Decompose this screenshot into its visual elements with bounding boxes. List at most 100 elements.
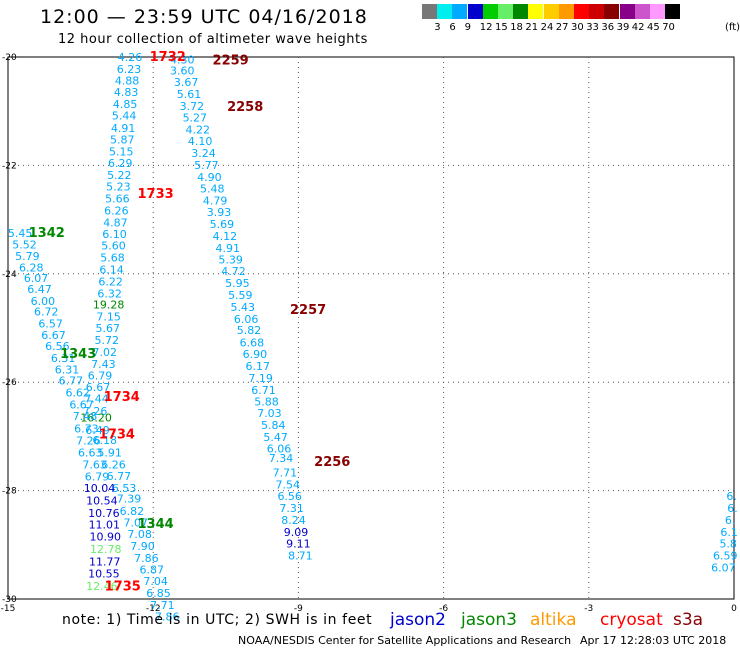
wave-height-label: 6.29 <box>108 157 133 170</box>
wave-height-label: 5.88 <box>254 396 279 409</box>
wave-height-label: 10.90 <box>90 531 122 544</box>
wave-height-label: 19.28 <box>93 299 125 312</box>
wave-height-label: 10.04 <box>84 482 116 495</box>
wave-height-label: 6.14 <box>99 263 124 276</box>
scale-label: 3 <box>434 22 441 33</box>
scale-swatch <box>498 4 513 19</box>
legend-satellite-jason2: jason2 <box>390 610 446 630</box>
wave-height-label: 6.59 <box>713 550 738 563</box>
wave-height-label: 4.30 <box>170 54 195 67</box>
wave-height-label: 7.26 <box>83 405 108 418</box>
y-tick-label: -26 <box>2 378 17 388</box>
wave-height-label: 7.34 <box>269 452 294 465</box>
wave-height-label: 7.71 <box>150 599 175 612</box>
wave-height-label: 6.26 <box>104 204 129 217</box>
wave-height-label: 6.31 <box>55 364 80 377</box>
pass-time-label: 1343 <box>60 347 96 362</box>
wave-height-label: 5.95 <box>225 277 250 290</box>
wave-height-label: 5.52 <box>12 239 37 252</box>
wave-height-label: 8.71 <box>288 550 313 563</box>
scale-label: 27 <box>555 22 569 33</box>
wave-height-label: 6.57 <box>38 318 63 331</box>
wave-height-label: 6. <box>727 502 738 515</box>
wave-height-label: 6.82 <box>120 505 145 518</box>
wave-height-label: 12.78 <box>90 543 122 556</box>
wave-height-label: 6.71 <box>251 384 276 397</box>
wave-height-label: 3.93 <box>207 206 232 219</box>
wave-height-label: 6.26 <box>101 459 126 472</box>
chart-subtitle: 12 hour collection of altimeter wave hei… <box>58 32 368 47</box>
pass-time-label: 1734 <box>104 390 140 405</box>
scale-swatch <box>650 4 665 19</box>
wave-height-label: 5.67 <box>95 322 120 335</box>
scale-label: 15 <box>495 22 508 33</box>
wave-height-label: 4.26 <box>118 51 143 64</box>
wave-height-label: 10.76 <box>88 507 120 520</box>
wave-height-label: 7.39 <box>117 493 142 506</box>
wave-height-label: 9.09 <box>284 526 309 539</box>
scale-label: 9 <box>464 22 471 33</box>
x-tick-label: -3 <box>584 604 593 614</box>
wave-height-label: 4.72 <box>221 265 246 278</box>
wave-height-label: 5.79 <box>15 250 40 263</box>
legend-satellite-cryosat: cryosat <box>600 610 663 630</box>
scale-swatch <box>665 4 681 19</box>
plot-frame <box>7 56 735 600</box>
wave-height-label: 6. <box>726 490 737 503</box>
wave-height-label: 6.31 <box>51 352 76 365</box>
wave-height-label: 7.71 <box>273 467 298 480</box>
wave-height-label: 6.07 <box>711 562 736 575</box>
scale-label: 30 <box>571 22 584 33</box>
wave-height-label: 6.56 <box>45 340 70 353</box>
wave-height-label: 6.32 <box>97 287 122 300</box>
wave-height-label: 11.77 <box>89 556 121 569</box>
credit-line: NOAA/NESDIS Center for Satellite Applica… <box>238 634 572 647</box>
wave-height-label: 7.15 <box>96 311 121 324</box>
wave-height-label: 6.77 <box>107 470 132 483</box>
legend-satellite-s3a: s3a <box>673 610 704 630</box>
wave-height-label: 4.79 <box>203 195 228 208</box>
wave-height-label: 12.46 <box>86 580 118 593</box>
wave-height-label: 7.08 <box>127 528 152 541</box>
wave-height-label: 4.22 <box>185 124 210 137</box>
wave-height-label: 5.59 <box>228 289 253 302</box>
wave-height-label: 5.48 <box>200 183 225 196</box>
wave-height-label: 6.17 <box>245 360 270 373</box>
scale-label: 42 <box>631 22 645 33</box>
scale-swatch <box>574 4 589 19</box>
wave-height-label: 6.18 <box>93 434 118 447</box>
scale-swatch <box>589 4 605 19</box>
wave-height-label: 5.61 <box>177 88 202 101</box>
y-tick-label: -20 <box>2 53 17 63</box>
wave-height-label: 5.68 <box>100 252 125 265</box>
wave-height-label: 6.10 <box>102 228 127 241</box>
pass-time-label: 2257 <box>290 303 326 318</box>
wave-height-label: 10.55 <box>88 568 120 581</box>
chart-title: 12:00 — 23:59 UTC 04/16/2018 <box>40 6 368 28</box>
wave-height-label: 6.72 <box>34 306 59 319</box>
scale-label: 21 <box>525 22 539 33</box>
generated-timestamp: Apr 17 12:28:03 UTC 2018 <box>580 634 727 647</box>
scale-swatch <box>543 4 559 19</box>
wave-height-label: 3.60 <box>170 65 195 78</box>
wave-height-label: 6.77 <box>59 375 84 388</box>
wave-height-label: 7.03 <box>257 407 282 420</box>
pass-time-label: 1342 <box>29 226 65 241</box>
wave-height-label: 7.54 <box>276 479 301 492</box>
y-tick-label: -24 <box>2 270 17 280</box>
wave-height-label: 6.67 <box>41 329 66 342</box>
wave-height-label: 3.72 <box>180 100 205 113</box>
wave-height-label: 6.67 <box>86 381 111 394</box>
wave-height-label: 5.66 <box>105 192 130 205</box>
wave-height-label: 5.23 <box>106 181 131 194</box>
wave-height-label: 5.69 <box>210 218 235 231</box>
wave-height-label: 7.43 <box>91 358 116 371</box>
wave-height-label: 6.62 <box>65 386 90 399</box>
wave-height-label: 6.68 <box>240 337 265 350</box>
wave-height-label: 4.87 <box>103 216 128 229</box>
scale-label: 70 <box>662 22 675 33</box>
wave-height-label: 4.90 <box>197 171 222 184</box>
y-tick-label: -28 <box>2 487 17 497</box>
wave-height-label: 4.88 <box>115 74 140 87</box>
wave-height-label: 6.06 <box>234 313 259 326</box>
